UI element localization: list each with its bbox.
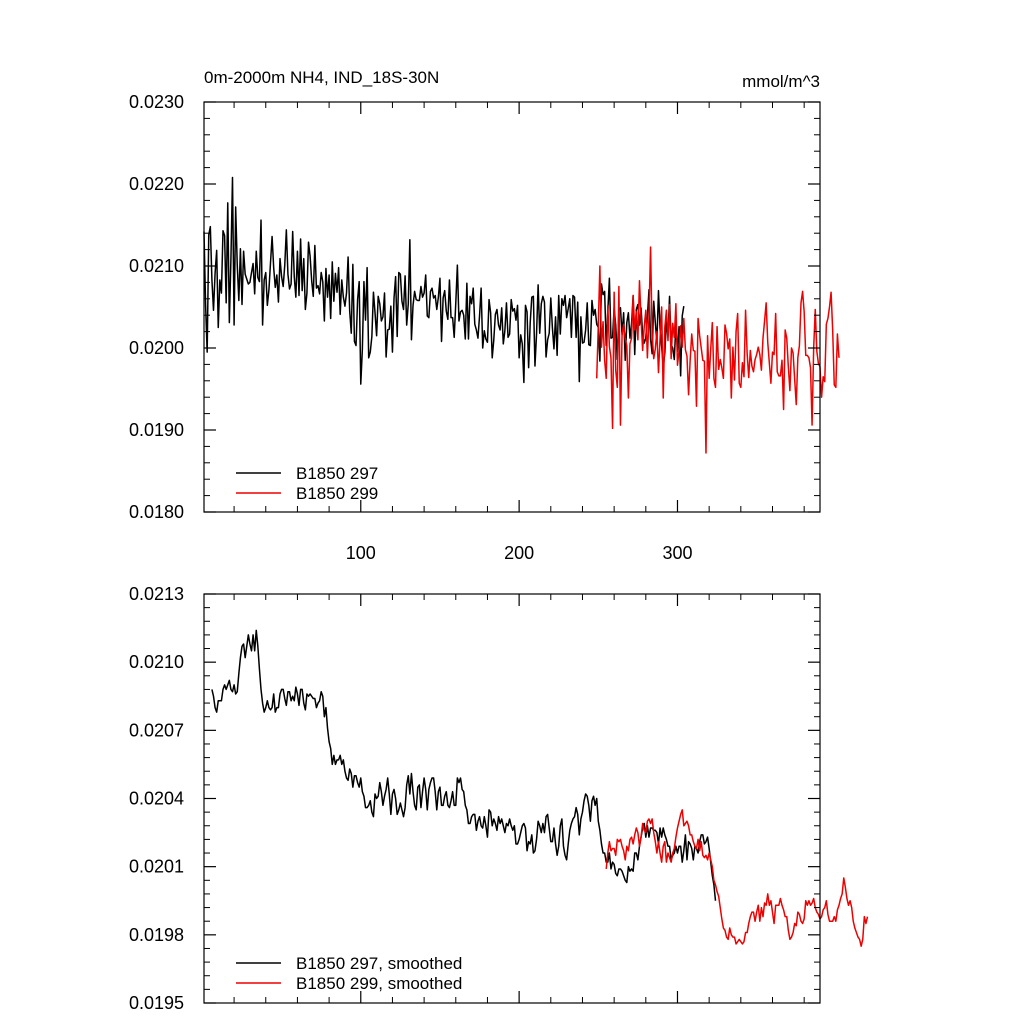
y-tick-label: 0.0210 <box>129 256 184 276</box>
series-line-2 <box>605 809 869 947</box>
legend-label-2: B1850 299, smoothed <box>296 974 462 993</box>
y-tick-label: 0.0195 <box>129 993 184 1013</box>
y-tick-label: 0.0180 <box>129 502 184 522</box>
y-tick-label: 0.0198 <box>129 925 184 945</box>
y-tick-label: 0.0220 <box>129 174 184 194</box>
plot-frame <box>203 101 821 513</box>
panel-raw: 0m-2000m NH4, IND_18S-30N mmol/m^3 0.018… <box>129 68 840 563</box>
plot-area-smoothed <box>211 629 869 947</box>
x-tick-label: 300 <box>662 543 692 563</box>
chart-title: 0m-2000m NH4, IND_18S-30N <box>204 68 439 87</box>
legend-label-2: B1850 299 <box>296 484 378 503</box>
y-tick-label: 0.0201 <box>129 857 184 877</box>
legend-label-1: B1850 297, smoothed <box>296 954 462 973</box>
y-tick-label: 0.0210 <box>129 652 184 672</box>
x-tick-label: 100 <box>346 543 376 563</box>
y-tick-label: 0.0207 <box>129 720 184 740</box>
y-tick-label: 0.0230 <box>129 92 184 112</box>
axes-smoothed: 0.0195 0.0198 0.0201 0.0204 0.0207 0.0210 0.02… <box>129 584 821 1013</box>
plot-area-raw <box>203 176 840 454</box>
y-tick-label: 0.0204 <box>129 789 184 809</box>
series-line-1 <box>211 629 717 901</box>
series-line-2 <box>595 246 840 454</box>
units-label: mmol/m^3 <box>742 72 820 91</box>
plot-frame <box>203 593 821 1004</box>
y-tick-label: 0.0190 <box>129 420 184 440</box>
legend-label-1: B1850 297 <box>296 464 378 483</box>
y-tick-label: 0.0213 <box>129 584 184 604</box>
y-tick-label: 0.0200 <box>129 338 184 358</box>
panel-smoothed: 0.0195 0.0198 0.0201 0.0204 0.0207 0.0210 0.02… <box>129 584 869 1013</box>
series-line-1 <box>203 176 685 385</box>
axes-raw: 0.0180 0.0190 0.0200 0.0210 0.0220 0.0230 100 2… <box>129 92 821 563</box>
x-tick-label: 200 <box>504 543 534 563</box>
